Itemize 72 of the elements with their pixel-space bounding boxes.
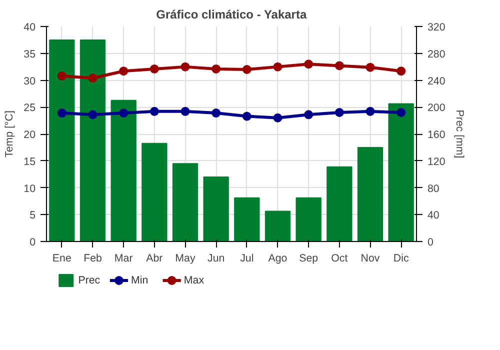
y-axis-title: Temp [°C] <box>4 110 16 158</box>
point <box>212 108 221 118</box>
y2-tick-label: 240 <box>428 75 446 88</box>
chart-title: Gráfico climático - Yakarta <box>156 8 307 22</box>
y2-tick-label: 280 <box>428 48 446 60</box>
point <box>334 61 344 70</box>
point <box>119 108 128 118</box>
y2-tick-label: 320 <box>428 22 446 34</box>
point <box>242 65 252 74</box>
point <box>366 62 375 72</box>
point <box>150 64 159 74</box>
y-tick-label: 10 <box>24 182 36 195</box>
y2-tick-label: 120 <box>428 156 446 168</box>
x-tick-label: Sep <box>299 252 318 264</box>
x-tick-label: Oct <box>331 252 348 264</box>
y-tick-label: 30 <box>24 75 36 88</box>
point <box>396 108 406 117</box>
point <box>180 62 190 72</box>
y2-tick-label: 0 <box>428 236 434 248</box>
y-tick-label: 5 <box>30 210 36 222</box>
y-tick-label: 0 <box>30 236 36 248</box>
y-tick-label: 40 <box>24 22 36 34</box>
bar <box>296 197 322 242</box>
x-tick-label: Ago <box>268 252 288 264</box>
y2-tick-label: 40 <box>428 210 440 222</box>
y-tick-label: 20 <box>24 129 36 141</box>
bar <box>49 39 75 242</box>
x-tick-label: Nov <box>360 252 380 264</box>
point <box>334 108 344 117</box>
bar <box>264 210 291 242</box>
legend-label: Min <box>131 274 148 286</box>
point <box>57 108 66 118</box>
bar <box>326 166 352 242</box>
legend-label: Prec <box>78 274 101 286</box>
bar <box>142 142 168 242</box>
point <box>242 112 252 121</box>
bar <box>388 103 414 242</box>
legend-label: Max <box>184 274 205 286</box>
x-tick-label: Mar <box>114 252 134 264</box>
bar <box>110 100 136 242</box>
x-tick-label: Jul <box>240 252 254 264</box>
x-tick-label: Ene <box>52 252 72 264</box>
bar <box>80 39 106 242</box>
bar <box>234 197 260 242</box>
y2-tick-label: 200 <box>428 102 446 114</box>
x-tick-label: Feb <box>84 252 102 264</box>
point <box>150 106 159 116</box>
point <box>273 113 282 122</box>
point <box>273 62 282 72</box>
y2-tick-label: 160 <box>428 129 446 141</box>
point <box>88 110 98 120</box>
point <box>88 74 98 83</box>
point <box>119 66 128 76</box>
y-tick-label: 15 <box>24 156 36 168</box>
x-tick-label: Dic <box>393 252 410 264</box>
y-tick-label: 35 <box>24 48 36 60</box>
point <box>212 64 221 74</box>
point <box>304 110 314 120</box>
point <box>396 66 406 76</box>
bar <box>203 176 229 242</box>
point <box>304 60 314 69</box>
x-tick-label: Abr <box>146 252 164 264</box>
y-tick-label: 25 <box>24 102 36 114</box>
y2-tick-label: 80 <box>428 182 440 195</box>
point <box>180 106 190 116</box>
bar <box>172 163 198 242</box>
bar <box>357 146 384 242</box>
point <box>57 71 66 80</box>
point <box>366 106 375 116</box>
x-tick-label: Jun <box>207 252 225 264</box>
x-tick-label: May <box>175 252 196 264</box>
y2-axis-title: Prec [mm] <box>453 110 466 158</box>
